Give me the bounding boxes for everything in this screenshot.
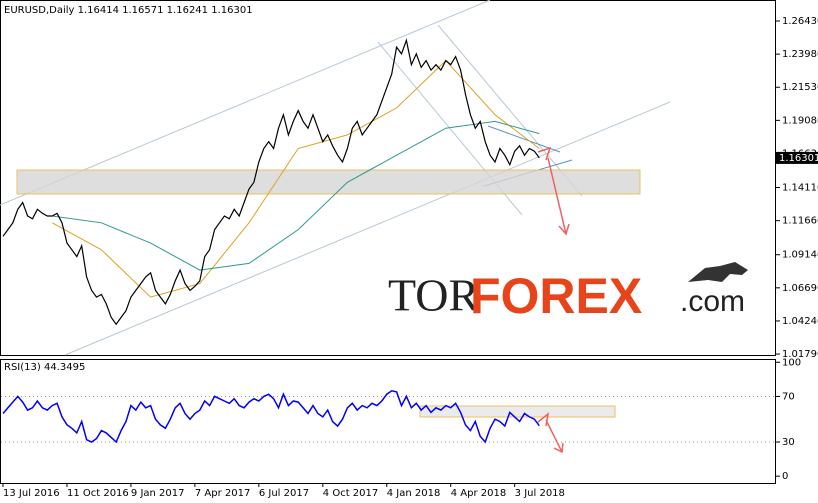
annotations [0,0,671,454]
price-panel [0,0,776,356]
y-tick-label: 1.11660 [782,216,818,227]
x-tick-label: 6 Jul 2017 [259,488,309,499]
arrow [537,146,552,161]
logo-forex: FOREX [470,268,642,324]
x-tick-label: 3 Jul 2018 [515,488,565,499]
watermark: TOR FOREX .com [388,262,748,324]
y-tick-label: 0 [782,471,788,482]
chart-title: EURUSD,Daily 1.16414 1.16571 1.16241 1.1… [4,5,253,16]
rsi-title: RSI(13) 44.3495 [4,362,85,373]
arrow [547,157,567,235]
y-tick-label: 1.09140 [782,250,818,261]
y-tick-label: 1.26430 [782,16,818,27]
channel-line [64,101,671,356]
x-tick-label: 4 Apr 2018 [451,488,506,499]
price-line [2,389,540,444]
logo-com: .com [680,285,745,318]
x-tick-label: 4 Oct 2017 [323,488,378,499]
y-tick-label: 100 [782,357,801,368]
y-tick-label: 1.04240 [782,316,818,327]
rsi-panel [0,359,776,484]
x-tick-label: 9 Jan 2017 [131,488,185,499]
y-tick-label: 1.06690 [782,283,818,294]
y-tick-label: 1.21530 [782,82,818,93]
triangle-line [487,125,561,153]
y-tick-label: 70 [782,391,795,402]
arrow [558,223,570,236]
rsi-zone [419,405,616,418]
y-tick-label: 1.14110 [782,183,818,194]
x-tick-label: 4 Jan 2018 [387,488,441,499]
logo-tor: TOR [388,270,479,321]
y-tick-label: 1.19080 [782,115,818,126]
x-tick-label: 11 Oct 2016 [67,488,129,499]
x-tick-label: 13 Jul 2016 [3,488,60,499]
moving-average [52,120,540,271]
arrow [553,442,564,454]
last-price-label: 1.16301 [779,153,818,164]
y-tick-label: 1.23980 [782,49,818,60]
x-tick-label: 7 Apr 2017 [195,488,250,499]
y-tick-label: 30 [782,437,795,448]
y-tick-label: 1.01790 [782,349,818,360]
channel-line [437,24,583,197]
support-zone [16,169,641,195]
last-price-box [776,151,818,164]
logo-bull [688,262,748,282]
price-line [2,38,540,326]
arrow [545,419,563,453]
